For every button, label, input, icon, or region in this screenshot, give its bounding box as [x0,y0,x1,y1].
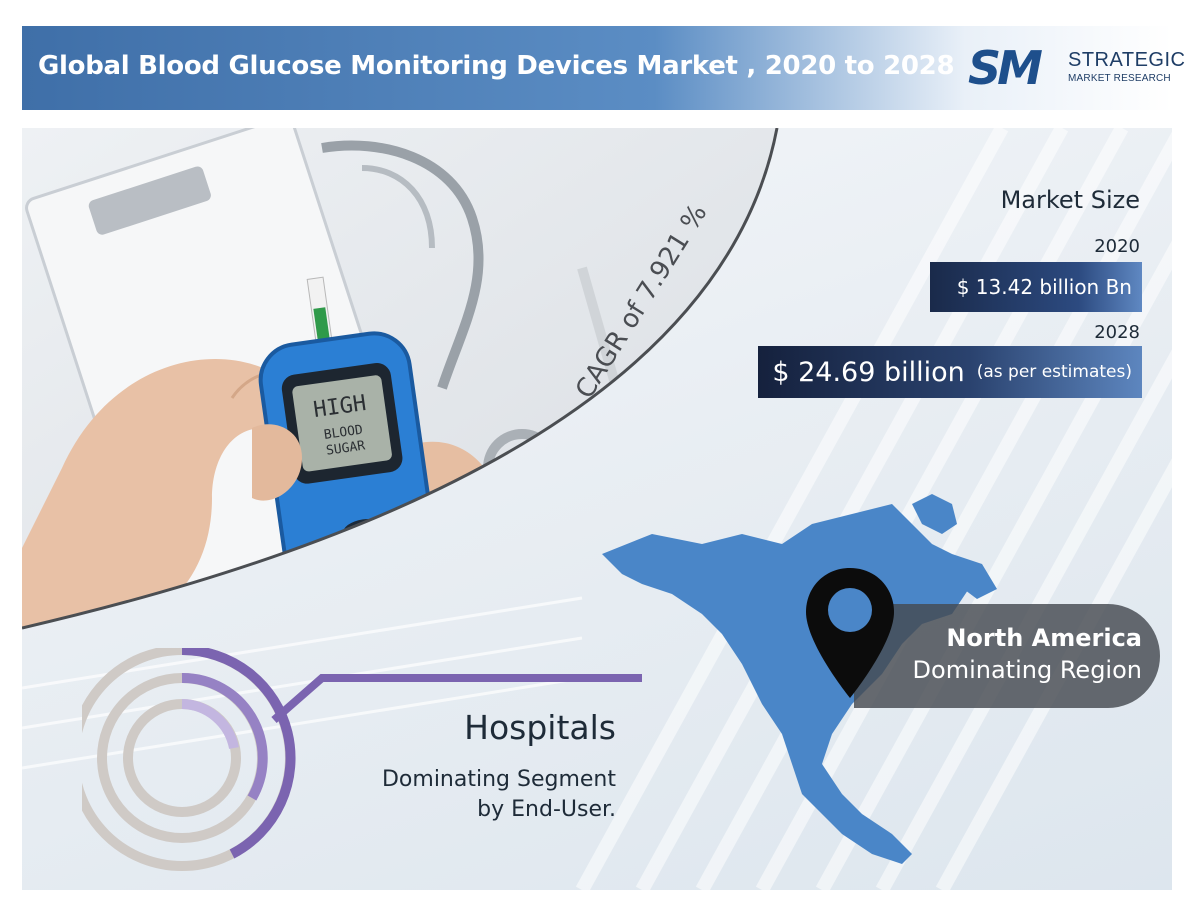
company-logo: SM STRATEGIC MARKET RESEARCH [968,38,1185,98]
market-size-title: Market Size [1000,186,1140,214]
meter-screen-line3: SUGAR [325,438,366,458]
value-2028-box: $ 24.69 billion (as per estimates) [758,346,1142,398]
segment-subtitle: Dominating Segment by End-User. [382,765,616,825]
location-pin-icon [806,568,894,698]
main-panel: HIGH BLOOD SUGAR CAGR of 7.921 % Market … [22,128,1172,890]
value-2028: $ 24.69 billion [772,356,965,388]
segment-rings [82,648,642,871]
region-name: North America [946,624,1142,652]
value-2028-note: (as per estimates) [976,362,1132,382]
logo-mark: SM [968,41,1043,95]
segment-title: Hospitals [464,708,616,747]
region-badge: North America Dominating Region [854,604,1160,708]
glucose-meter-photo: HIGH BLOOD SUGAR [22,128,779,630]
logo-text: STRATEGIC MARKET RESEARCH [1068,50,1185,84]
segment-line1: Dominating Segment [381,767,616,792]
meter-screen-line2: BLOOD [323,423,364,443]
value-2020-box: $ 13.42 billion Bn [930,262,1142,312]
segment-line2: by End-User. [477,797,616,822]
background-stripes [22,128,1172,890]
region-subtitle: Dominating Region [912,656,1142,684]
logo-line2: MARKET RESEARCH [1068,73,1171,84]
logo-line1: STRATEGIC [1068,49,1186,71]
year-2020-label: 2020 [1094,236,1140,257]
header-banner: Global Blood Glucose Monitoring Devices … [22,26,1185,110]
year-2028-label: 2028 [1094,322,1140,343]
page-title: Global Blood Glucose Monitoring Devices … [38,51,955,81]
value-2020: $ 13.42 billion Bn [956,275,1132,299]
